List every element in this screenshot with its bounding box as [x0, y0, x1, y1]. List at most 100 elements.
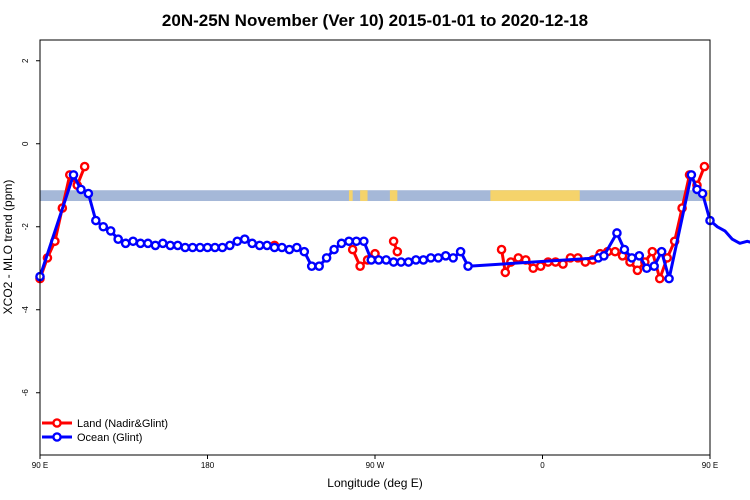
ocean-data-point [455, 246, 466, 257]
land-data-point [496, 244, 507, 255]
ocean-data-point [292, 242, 302, 253]
land-data-point [632, 265, 643, 276]
land-data-point [355, 261, 365, 271]
legend-land-marker [52, 418, 62, 428]
ocean-data-point [187, 242, 198, 253]
ocean-data-point [158, 238, 168, 249]
ocean-data-point [306, 261, 317, 271]
land-data-point [79, 161, 90, 172]
land-segment [348, 190, 353, 202]
land-data-point [535, 261, 546, 271]
land-data-point [528, 263, 538, 274]
ocean-data-point [225, 240, 235, 251]
ocean-data-point [686, 170, 697, 180]
land-segment [704, 190, 710, 202]
ocean-data-point [418, 255, 429, 265]
ocean-data-point [649, 261, 659, 271]
ocean-data-point [634, 250, 645, 261]
land-ocean-band [40, 190, 710, 202]
y-tick-label: -2 [21, 223, 30, 231]
ocean-data-point [314, 261, 324, 271]
y-axis: 2 0 -2 -4 -6 [21, 58, 40, 396]
ocean-data-point [91, 215, 101, 226]
ocean-data-point [388, 257, 399, 267]
ocean-data-point [120, 238, 131, 249]
ocean-data-point [98, 221, 109, 232]
ocean-data-point [448, 253, 458, 263]
legend-ocean-marker [52, 432, 62, 442]
land-data-point [392, 246, 403, 257]
land-segment [360, 190, 368, 202]
land-data-point [347, 244, 358, 255]
ocean-data-point [247, 238, 257, 249]
legend: Land (Nadir&Glint) Ocean (Glint) [42, 418, 168, 444]
x-tick-label: 0 [540, 461, 545, 470]
ocean-data-point [232, 236, 243, 247]
ocean-data-point [202, 242, 213, 253]
y-tick-label: 0 [21, 141, 30, 146]
land-data-point [610, 246, 620, 257]
ocean-data-point [359, 236, 369, 247]
ocean-data-point [284, 244, 295, 255]
ocean-data-point [664, 273, 674, 284]
ocean-data-point [321, 253, 332, 263]
series-layer [35, 161, 750, 284]
ocean-data-point [165, 240, 176, 251]
ocean-data-point [440, 250, 451, 261]
ocean-data-point [344, 236, 354, 247]
ocean-data-point [128, 236, 138, 247]
y-axis-label: XCO2 - MLO trend (ppm) [1, 180, 15, 315]
land-segment [389, 190, 398, 202]
x-tick-label: 90 E [32, 461, 48, 470]
x-axis-label: Longitude (deg E) [327, 476, 422, 490]
ocean-data-point [105, 226, 116, 236]
ocean-data-point [656, 246, 667, 257]
ocean-data-point [269, 242, 280, 253]
ocean-data-point [135, 238, 146, 249]
land-data-point [699, 161, 710, 172]
y-tick-label: 2 [21, 58, 30, 63]
land-data-point [647, 246, 658, 257]
ocean-data-point [150, 240, 161, 251]
ocean-data-point [210, 242, 220, 253]
ocean-band [40, 190, 710, 202]
ocean-data-point [396, 257, 406, 267]
ocean-data-point [411, 255, 421, 265]
x-axis: 90 E 180 90 W 0 90 E [32, 455, 718, 470]
land-data-point [513, 253, 524, 263]
ocean-data-point [180, 242, 190, 253]
ocean-data-point [76, 184, 86, 195]
ocean-data-point [329, 244, 339, 255]
land-data-point [388, 236, 399, 247]
ocean-data-point [254, 240, 265, 251]
ocean-data-point [627, 253, 637, 263]
ocean-data-point [172, 240, 183, 251]
ocean-data-point [336, 238, 347, 249]
x-tick-label: 180 [201, 461, 215, 470]
ocean-data-point [619, 244, 630, 255]
ocean-data-point [366, 255, 377, 265]
ocean-data-point [299, 246, 310, 257]
land-segment [490, 190, 580, 202]
ocean-data-point [403, 257, 414, 267]
x-tick-label: 90 E [702, 461, 718, 470]
ocean-data-point [113, 234, 123, 244]
ocean-data-point [433, 253, 444, 263]
ocean-data-point [697, 188, 708, 199]
ocean-data-point [426, 253, 436, 263]
legend-land-label: Land (Nadir&Glint) [77, 418, 168, 430]
ocean-data-point [381, 255, 391, 265]
legend-ocean-label: Ocean (Glint) [77, 432, 142, 444]
ocean-data-point [143, 238, 153, 249]
ocean-data-point [463, 261, 473, 271]
y-tick-label: -4 [21, 306, 30, 314]
ocean-data-point [599, 250, 609, 261]
ocean-data-point [239, 234, 250, 244]
ocean-data-point [373, 255, 384, 265]
ocean-data-point [351, 236, 362, 247]
y-tick-label: -6 [21, 389, 30, 397]
ocean-data-point [641, 263, 652, 274]
ocean-data-point [612, 228, 622, 238]
